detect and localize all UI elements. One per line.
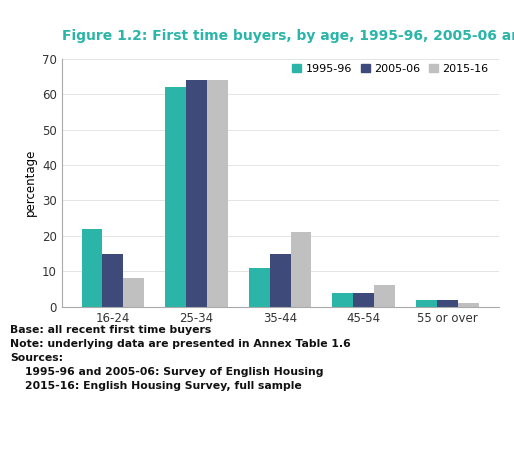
Bar — [270, 253, 290, 307]
Bar — [458, 303, 479, 307]
Bar — [207, 80, 228, 307]
Y-axis label: percentage: percentage — [24, 149, 36, 216]
Bar — [249, 268, 270, 307]
Bar — [353, 293, 374, 307]
Bar — [102, 253, 123, 307]
Bar — [374, 285, 395, 307]
Text: Figure 1.2: First time buyers, by age, 1995-96, 2005-06 and 2015-16: Figure 1.2: First time buyers, by age, 1… — [62, 29, 514, 43]
Bar — [416, 299, 437, 307]
Bar — [82, 229, 102, 307]
Bar — [186, 80, 207, 307]
Bar — [123, 278, 144, 307]
Bar — [290, 232, 311, 307]
Bar — [333, 293, 353, 307]
Text: Base: all recent first time buyers
Note: underlying data are presented in Annex : Base: all recent first time buyers Note:… — [10, 325, 351, 391]
Bar — [437, 299, 458, 307]
Legend: 1995-96, 2005-06, 2015-16: 1995-96, 2005-06, 2015-16 — [288, 59, 493, 78]
Bar — [165, 87, 186, 307]
